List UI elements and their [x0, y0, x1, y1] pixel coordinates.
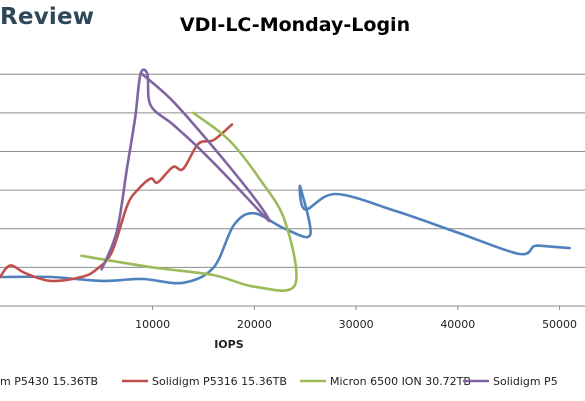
- series-line-1: [0, 184, 571, 285]
- x-tick-label: 10000: [135, 318, 170, 331]
- brand-logo-text: Review: [0, 4, 95, 30]
- x-axis-label: IOPS: [214, 338, 244, 351]
- series-line-3: [80, 111, 298, 292]
- gridlines: [0, 73, 585, 268]
- series-lines: [0, 68, 571, 292]
- chart-title: VDI-LC-Monday-Login: [179, 14, 411, 36]
- legend-label-1: m P5430 15.36TB: [0, 375, 98, 388]
- legend-label-2: Solidigm P5316 15.36TB: [152, 375, 287, 388]
- x-tick-labels: 10000 20000 30000 40000 50000: [135, 306, 577, 331]
- series-line-4: [100, 68, 271, 271]
- legend: m P5430 15.36TB Solidigm P5316 15.36TB Mic…: [0, 375, 558, 388]
- series-line-2: [0, 123, 234, 283]
- x-tick-label: 50000: [542, 318, 577, 331]
- x-tick-label: 30000: [339, 318, 374, 331]
- x-tick-label: 40000: [440, 318, 475, 331]
- legend-label-4: Solidigm P5: [493, 375, 558, 388]
- x-tick-label: 20000: [237, 318, 272, 331]
- legend-label-3: Micron 6500 ION 30.72TB: [330, 375, 471, 388]
